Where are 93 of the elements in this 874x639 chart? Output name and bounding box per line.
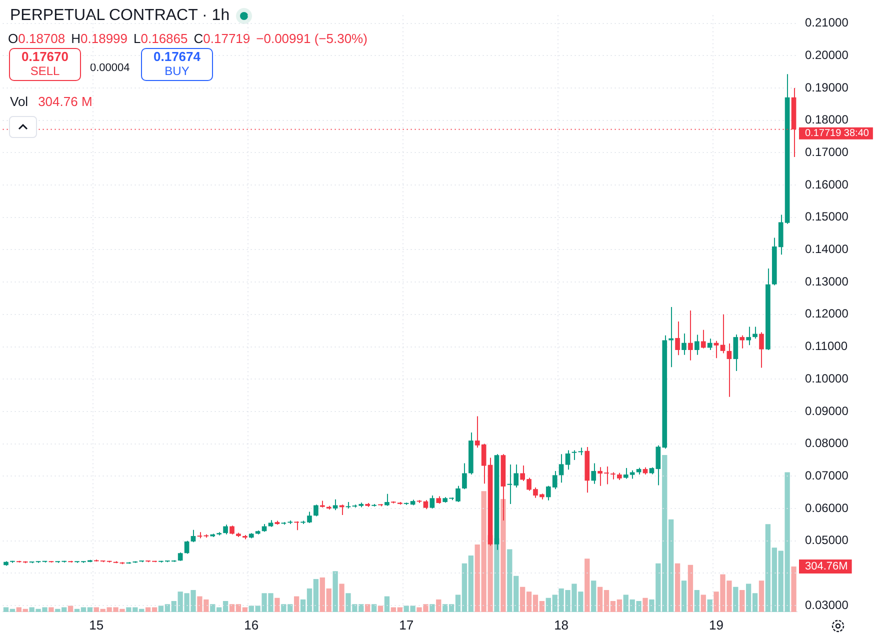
- candlestick: [740, 334, 745, 349]
- bar: [378, 606, 384, 612]
- y-tick-label: 0.19000: [805, 80, 849, 94]
- chart-title: PERPETUAL CONTRACT · 1h: [10, 7, 230, 25]
- candlestick: [184, 540, 190, 554]
- text: 0.17719 38:40: [805, 128, 869, 140]
- y-tick-label: 0.12000: [805, 306, 849, 321]
- y-tick-label: 0.18000: [805, 112, 849, 127]
- bar: [688, 564, 694, 612]
- candlestick: [462, 462, 467, 490]
- bar: [68, 606, 74, 612]
- bar: [700, 594, 706, 612]
- y-tick-label: 0.13000: [805, 274, 849, 288]
- y-tick-label: 0.20000: [805, 48, 849, 62]
- x-tick-label: 16: [244, 617, 259, 632]
- candlestick: [384, 493, 390, 506]
- bar: [591, 580, 596, 612]
- bar: [733, 586, 738, 612]
- candlestick: [223, 524, 228, 535]
- y-tick-label: 0.09000: [805, 404, 849, 418]
- bar: [430, 604, 435, 612]
- candlestick: [591, 462, 596, 484]
- bar: [365, 604, 370, 612]
- bar: [339, 584, 344, 612]
- y-tick-label: 0.05000: [805, 533, 849, 548]
- bar: [758, 580, 764, 612]
- annotation: 0.17670: [20, 49, 70, 64]
- candlestick: [688, 310, 693, 361]
- y-tick-label: 0.03000: [805, 598, 849, 612]
- x-tick-label: 19: [709, 617, 724, 632]
- annotation: O0.18708: [8, 31, 66, 46]
- y-tick-label: 0.11000: [805, 339, 848, 354]
- bar: [791, 566, 796, 612]
- bar: [48, 607, 54, 612]
- y-tick-label: 0.17000: [805, 144, 849, 159]
- bar: [642, 598, 648, 612]
- candlestick: [700, 329, 706, 349]
- bar: [584, 558, 590, 612]
- candlestick: [668, 306, 674, 368]
- y-tick-label: 0.14000: [805, 242, 849, 256]
- candlestick: [733, 334, 738, 372]
- bar: [681, 580, 687, 612]
- annotation: Vol: [10, 94, 28, 109]
- candlestick: [314, 504, 318, 517]
- candlestick: [565, 450, 570, 470]
- y-tick-label: 0.07000: [805, 468, 849, 482]
- candlestick: [752, 326, 758, 340]
- y-tick-label: 0.08000: [805, 436, 849, 450]
- sell-button: 0.17670 SELL: [9, 48, 81, 81]
- annotation: −0.00991 (−5.30%): [256, 31, 368, 46]
- text: 304.76M: [805, 560, 848, 572]
- bar: [371, 604, 377, 612]
- bar: [707, 599, 712, 612]
- candlestick: [558, 454, 564, 484]
- buy-button: 0.17674 BUY: [141, 48, 213, 81]
- candlestick: [759, 332, 764, 368]
- candlestick: [720, 314, 726, 354]
- candlestick: [694, 334, 700, 356]
- bar: [294, 596, 300, 612]
- y-tick-label: 0.15000: [805, 210, 849, 224]
- y-tick-label: 0.21000: [805, 16, 849, 30]
- y-tick-label: 0.16000: [805, 177, 849, 192]
- bar: [500, 498, 506, 612]
- x-tick-label: 17: [399, 617, 414, 632]
- bar: [274, 598, 280, 612]
- annotation: 0.17674: [152, 49, 202, 64]
- candlestick: [682, 332, 686, 356]
- bar: [332, 571, 338, 612]
- annotation: L0.16865: [134, 31, 188, 46]
- candlestick: [430, 495, 435, 509]
- y-tick-label: 0.10000: [805, 371, 849, 386]
- candlestick: [572, 450, 577, 460]
- y-tick-label: 0.06000: [805, 500, 849, 515]
- bar: [694, 590, 700, 612]
- bar: [740, 590, 745, 612]
- annotation: 304.76 M: [38, 94, 92, 109]
- annotation: SELL: [29, 64, 61, 78]
- bar: [384, 596, 390, 612]
- candlestick: [707, 338, 712, 350]
- text: C: [194, 31, 204, 46]
- candlestick: [675, 321, 680, 356]
- annotation: H0.18999: [71, 31, 128, 46]
- candlestick: [714, 340, 719, 359]
- x-tick-label: 18: [554, 617, 569, 632]
- candlestick: [726, 343, 732, 398]
- candlestick: [746, 326, 751, 346]
- bar: [436, 599, 442, 612]
- candlestick: [190, 529, 196, 543]
- bar: [674, 563, 680, 612]
- annotation: 0.00004: [90, 62, 130, 74]
- x-tick-label: 15: [89, 617, 104, 632]
- annotation: BUY: [164, 64, 190, 78]
- candlestick: [423, 500, 428, 510]
